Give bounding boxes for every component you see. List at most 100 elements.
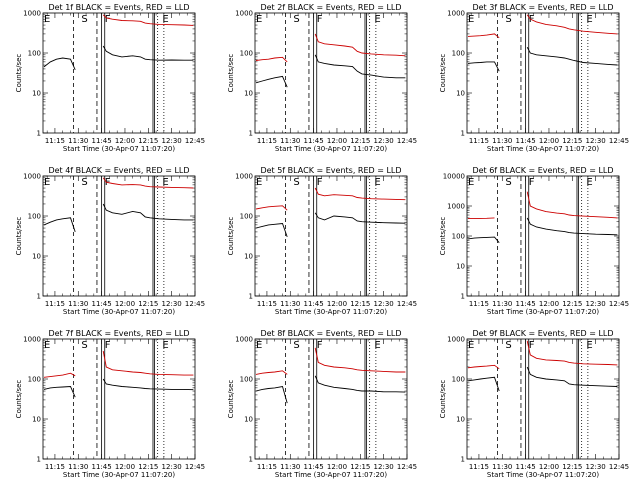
y-tick-label: 10 (244, 253, 253, 261)
series-line-events (467, 46, 618, 72)
series-line-events (255, 212, 406, 238)
x-tick-label: 12:45 (185, 463, 205, 471)
series-line-lld (255, 187, 406, 211)
chart-panel-3: Det 3f BLACK = Events, RED = LLD 1 10 100 10… (439, 3, 629, 153)
x-tick-label: 12:15 (350, 463, 370, 471)
x-tick-label: 12:30 (586, 463, 606, 471)
x-axis-label: Start Time (30-Apr-07 11:07:20) (275, 145, 387, 153)
time-marker-label: F (105, 340, 111, 351)
x-tick-label: 11:45 (516, 137, 536, 145)
y-tick-label: 10 (32, 253, 41, 261)
time-marker-label: E (374, 340, 380, 351)
x-tick-label: 12:00 (539, 463, 559, 471)
time-marker-label: E (162, 340, 168, 351)
y-axis-label: Counts/sec (439, 217, 447, 256)
chart-panel-4: Det 4f BLACK = Events, RED = LLD 1 10 100 10… (15, 166, 205, 316)
time-marker-label: F (317, 340, 323, 351)
x-tick-label: 12:30 (374, 137, 394, 145)
series-line-events (255, 375, 406, 404)
series-line-events (255, 54, 406, 88)
plot-frame (466, 12, 620, 134)
y-tick-label: 10 (456, 263, 465, 271)
x-tick-label: 12:30 (586, 137, 606, 145)
x-tick-label: 12:15 (562, 137, 582, 145)
time-marker-label: E (44, 340, 50, 351)
series-line-lld (102, 177, 194, 189)
y-tick-label: 100 (452, 376, 465, 384)
time-marker-label: E (256, 177, 262, 188)
x-tick-label: 11:15 (469, 463, 489, 471)
x-tick-label: 11:30 (492, 463, 512, 471)
y-tick-label: 1 (461, 130, 465, 138)
time-marker-label: E (162, 177, 168, 188)
x-tick-label: 12:15 (350, 300, 370, 308)
time-marker-label: S (505, 340, 511, 351)
y-tick-label: 100 (240, 50, 253, 58)
x-tick-label: 12:45 (609, 463, 629, 471)
x-tick-label: 12:00 (539, 300, 559, 308)
y-axis-label: Counts/sec (439, 54, 447, 93)
x-tick-label: 12:45 (185, 300, 205, 308)
chart-panel-6: Det 6f BLACK = Events, RED = LLD 1 10 100 10… (439, 166, 629, 316)
x-tick-label: 11:30 (280, 137, 300, 145)
y-axis-label: Counts/sec (227, 54, 235, 93)
chart-title: Det 1f BLACK = Events, RED = LLD (48, 3, 189, 12)
plot-frame (42, 175, 196, 297)
x-tick-label: 11:30 (68, 463, 88, 471)
x-axis-label: Start Time (30-Apr-07 11:07:20) (275, 471, 387, 479)
time-marker-label: E (468, 177, 474, 188)
series-line-lld (43, 350, 194, 378)
y-axis-label: Counts/sec (227, 380, 235, 419)
x-axis-label: Start Time (30-Apr-07 11:07:20) (275, 308, 387, 316)
plot-frame (254, 12, 408, 134)
time-marker-label: E (468, 14, 474, 25)
y-tick-label: 100 (28, 376, 41, 384)
y-tick-label: 1000 (235, 336, 253, 344)
x-tick-label: 11:45 (304, 137, 324, 145)
y-axis-label: Counts/sec (15, 380, 23, 419)
series-line-events (467, 366, 618, 392)
time-marker-label: S (293, 340, 299, 351)
chart-panel-1: Det 1f BLACK = Events, RED = LLD 1 10 100 10… (15, 3, 205, 153)
x-tick-label: 12:30 (162, 300, 182, 308)
time-marker-label: F (529, 177, 535, 188)
time-marker-label: F (105, 14, 111, 25)
x-tick-label: 12:00 (327, 463, 347, 471)
x-tick-label: 12:30 (374, 300, 394, 308)
time-marker-label: S (293, 14, 299, 25)
chart-panel-7: Det 7f BLACK = Events, RED = LLD 1 10 100 10… (15, 329, 205, 479)
y-axis-label: Counts/sec (439, 380, 447, 419)
y-tick-label: 1 (37, 293, 41, 301)
time-marker-label: S (81, 340, 87, 351)
y-tick-label: 1 (461, 293, 465, 301)
time-marker-label: F (317, 14, 323, 25)
series-line-events (43, 45, 194, 70)
x-tick-label: 12:15 (562, 300, 582, 308)
x-tick-label: 11:30 (280, 463, 300, 471)
y-tick-label: 1000 (235, 10, 253, 18)
y-tick-label: 1000 (23, 10, 41, 18)
x-tick-label: 11:45 (516, 300, 536, 308)
series-line-events (43, 378, 194, 398)
plot-frame (466, 338, 620, 460)
x-tick-label: 12:45 (397, 137, 417, 145)
plot-frame (254, 338, 408, 460)
x-tick-label: 11:15 (45, 463, 65, 471)
x-tick-label: 12:15 (138, 463, 158, 471)
y-tick-label: 100 (28, 50, 41, 58)
y-tick-label: 1000 (447, 336, 465, 344)
x-tick-label: 12:45 (609, 137, 629, 145)
x-tick-label: 11:45 (92, 137, 112, 145)
y-tick-label: 10000 (443, 173, 465, 181)
y-tick-label: 10 (244, 416, 253, 424)
series-line-lld (255, 347, 406, 375)
time-marker-label: E (586, 14, 592, 25)
y-tick-label: 1000 (447, 203, 465, 211)
y-tick-label: 1 (249, 130, 253, 138)
x-axis-label: Start Time (30-Apr-07 11:07:20) (63, 471, 175, 479)
y-tick-label: 1000 (23, 173, 41, 181)
time-marker-label: S (81, 177, 87, 188)
chart-panel-9: Det 9f BLACK = Events, RED = LLD 1 10 100 10… (439, 329, 629, 479)
x-tick-label: 11:30 (492, 137, 512, 145)
y-tick-label: 10 (456, 416, 465, 424)
